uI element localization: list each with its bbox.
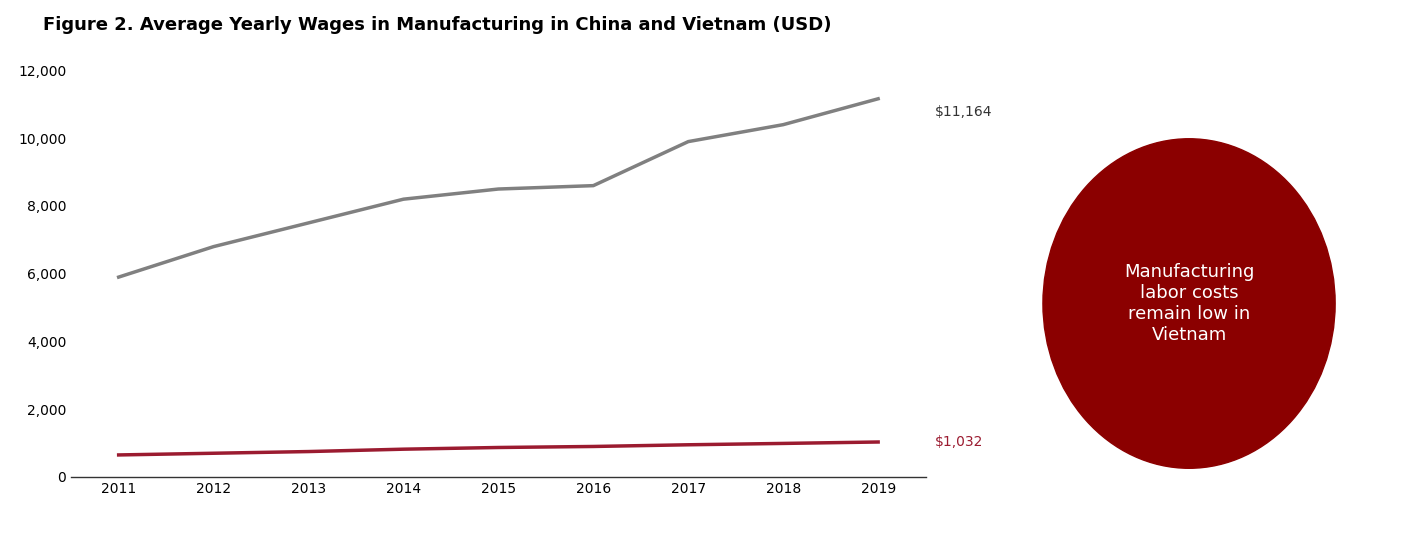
- Text: Figure 2. Average Yearly Wages in Manufacturing in China and Vietnam (USD): Figure 2. Average Yearly Wages in Manufa…: [43, 16, 832, 34]
- Text: $1,032: $1,032: [936, 435, 984, 449]
- Text: $11,164: $11,164: [936, 105, 993, 119]
- Circle shape: [1042, 139, 1336, 468]
- Text: Manufacturing
labor costs
remain low in
Vietnam: Manufacturing labor costs remain low in …: [1124, 263, 1255, 344]
